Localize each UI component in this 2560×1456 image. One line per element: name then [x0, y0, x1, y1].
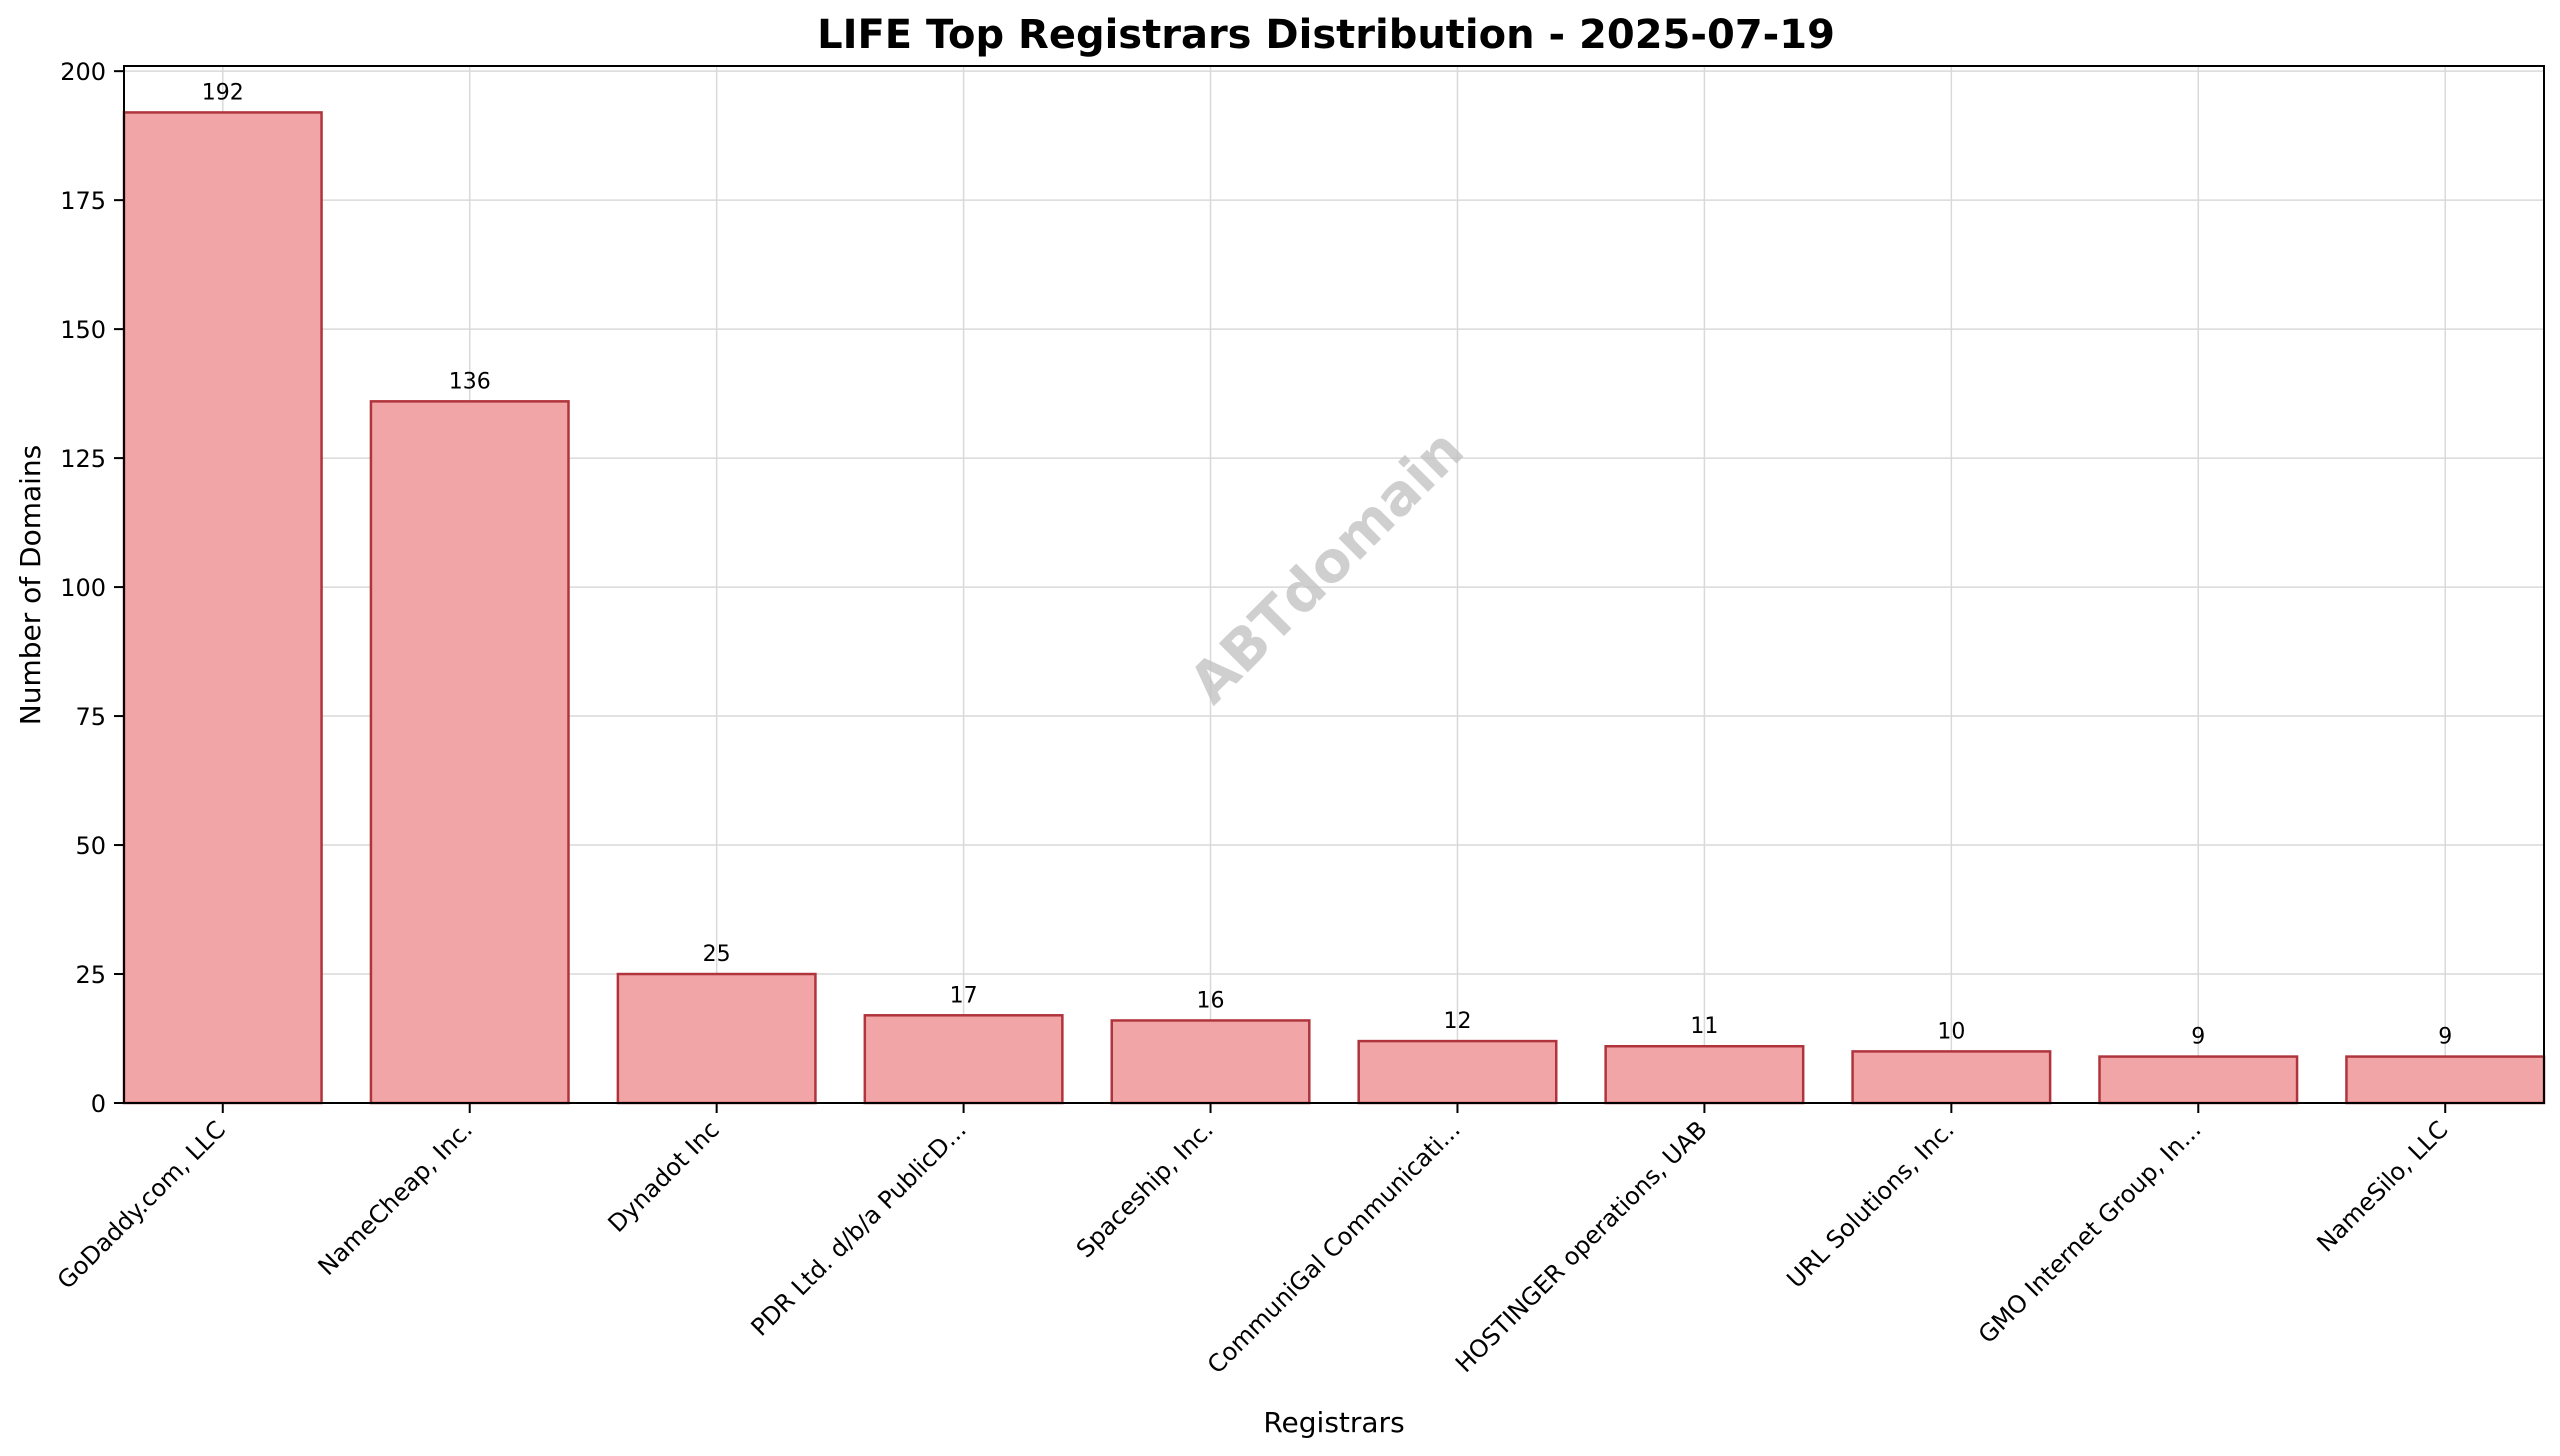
y-tick-label: 25	[75, 961, 106, 989]
bar	[1357, 1039, 1558, 1105]
bar-value-label: 9	[2191, 1025, 2205, 1050]
bar	[2345, 1055, 2546, 1105]
y-tick-label: 150	[60, 316, 106, 344]
y-axis-ticks: 0 25 50 75 100 125 150 175 200	[60, 58, 124, 1118]
bar	[616, 972, 817, 1105]
bar-value-label: 11	[1690, 1014, 1718, 1039]
y-tick-label: 100	[60, 574, 106, 602]
bar	[1851, 1050, 2052, 1105]
bar-value-label: 12	[1443, 1009, 1471, 1034]
bar	[1604, 1044, 1805, 1105]
chart-title: LIFE Top Registrars Distribution - 2025-…	[817, 12, 1835, 58]
bar-value-label: 16	[1197, 988, 1225, 1013]
bar-value-label: 25	[703, 942, 731, 967]
bar	[122, 111, 323, 1105]
y-tick-label: 0	[91, 1090, 106, 1118]
x-axis-label: Registrars	[1263, 1406, 1404, 1439]
plot-frame	[123, 65, 2545, 1104]
bar-value-label: 136	[449, 369, 491, 394]
bar-value-label: 17	[950, 983, 978, 1008]
bar-value-label: 9	[2438, 1025, 2452, 1050]
value-labels: 192 136 25 17 16 12 11 10 9 9	[202, 80, 2452, 1049]
y-tick-label: 75	[75, 703, 106, 731]
bar-value-label: 192	[202, 80, 244, 105]
bars	[122, 111, 2546, 1105]
y-axis-label: Number of Domains	[14, 445, 47, 726]
bar	[1110, 1019, 1311, 1105]
bar-value-label: 10	[1937, 1019, 1965, 1044]
y-tick-label: 125	[60, 445, 106, 473]
bar	[2098, 1055, 2299, 1105]
y-tick-label: 50	[75, 832, 106, 860]
bar	[369, 400, 570, 1105]
y-tick-label: 200	[60, 58, 106, 86]
bar	[863, 1014, 1064, 1105]
y-tick-label: 175	[60, 187, 106, 215]
